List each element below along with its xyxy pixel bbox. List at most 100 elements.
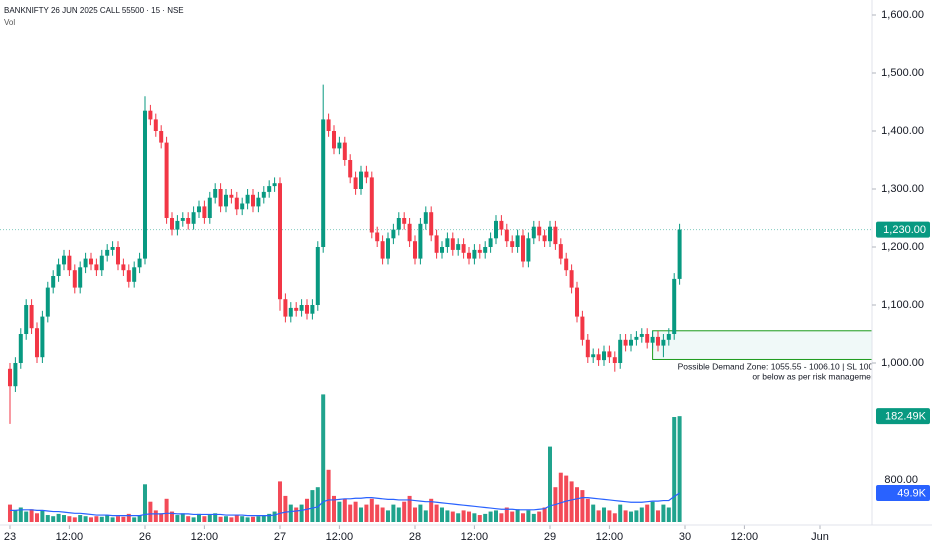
candle-body (24, 305, 29, 335)
candle-body (213, 189, 218, 198)
volume-bar (575, 487, 580, 522)
candle-body (7, 368, 12, 387)
candle-body (110, 247, 115, 250)
candle-body (88, 258, 93, 265)
candle-body (483, 247, 488, 253)
y-tick-label: 1,300.00 (881, 183, 924, 195)
candle-body (456, 244, 461, 250)
volume-ma-label: 49.9K (897, 487, 926, 499)
volume-bar (88, 517, 93, 522)
candle-body (331, 131, 336, 149)
candle-body (439, 247, 444, 253)
candle-body (612, 357, 617, 364)
candle-body (169, 218, 174, 230)
volume-bar (650, 501, 655, 522)
volume-bar (331, 495, 336, 522)
volume-bar (13, 510, 18, 522)
candle-body (175, 220, 180, 230)
volume-bar (191, 517, 196, 522)
candle-body (639, 334, 644, 337)
candle-body (358, 171, 363, 190)
volume-bar (7, 504, 12, 522)
candle-body (477, 249, 482, 253)
y-tick-label: 1,400.00 (881, 125, 924, 137)
volume-bar (596, 510, 601, 522)
volume-bar (434, 504, 439, 522)
volume-bar (83, 516, 88, 522)
candle-body (67, 255, 72, 271)
volume-bar (72, 517, 77, 522)
candle-body (412, 241, 417, 259)
volume-bar (61, 515, 66, 522)
candle-body (661, 339, 666, 346)
x-tick-label: 28 (409, 531, 421, 543)
candle-body (240, 203, 245, 210)
candle-body (283, 299, 288, 317)
candle-body (396, 218, 401, 230)
candle-body (250, 194, 255, 207)
volume-bar (531, 513, 536, 522)
volume-title: Vol (4, 18, 15, 27)
volume-last-label: 182.49K (885, 411, 927, 423)
volume-bar (229, 517, 234, 522)
candle-body (78, 267, 83, 288)
candle-body (623, 339, 628, 346)
volume-bar (245, 517, 250, 522)
volume-bar (353, 501, 358, 522)
volume-bar (105, 515, 110, 522)
volume-bar (348, 504, 353, 522)
volume-bar (369, 498, 374, 522)
candle-body (256, 197, 261, 207)
volume-bar (439, 507, 444, 522)
volume-bar (645, 504, 650, 522)
candle-body (542, 235, 547, 242)
y-axis: 1,000.00 1,100.00 1,200.00 1,300.00 1,400.00… (872, 9, 930, 502)
x-tick-label: 12:00 (56, 531, 84, 543)
volume-bar (412, 507, 417, 522)
y-tick-label: 1,100.00 (881, 299, 924, 311)
candle-body (223, 194, 228, 207)
candle-body (288, 307, 293, 317)
candle-body (234, 197, 239, 210)
volume-bar (499, 513, 504, 522)
candle-body (326, 119, 331, 132)
volume-bar (677, 416, 682, 522)
candle-body (72, 270, 77, 288)
volume-bar (364, 504, 369, 522)
candle-body (520, 235, 525, 262)
volume-bar (40, 510, 45, 522)
candle-body (245, 194, 250, 204)
volume-bar (126, 513, 131, 522)
candle-body (229, 194, 234, 198)
candle-body (218, 189, 223, 207)
volume-bar (402, 501, 407, 522)
y-tick-label: 1,000.00 (881, 357, 924, 369)
volume-bar (591, 504, 596, 522)
candle-body (537, 226, 542, 236)
candle-body (40, 316, 45, 358)
candle-body (466, 252, 471, 259)
candle-body (180, 218, 185, 221)
candle-body (186, 218, 191, 224)
volume-bar (504, 507, 509, 522)
candle-body (132, 267, 137, 282)
volume-bar (288, 504, 293, 522)
candle-body (126, 270, 131, 282)
volume-bar (510, 511, 515, 522)
price-axis-bg (872, 0, 932, 550)
candle-body (575, 287, 580, 317)
candle-body (105, 249, 110, 256)
volume-bar (585, 498, 590, 522)
volume-bar (277, 481, 282, 522)
volume-bar (429, 498, 434, 522)
candle-body (364, 171, 369, 178)
candle-body (391, 229, 396, 239)
candle-body (493, 220, 498, 239)
y-tick-label: 1,200.00 (881, 241, 924, 253)
volume-bar (607, 510, 612, 522)
candle-body (531, 226, 536, 239)
candle-body (618, 339, 623, 364)
chart-title: BANKNIFTY 26 JUN 2025 CALL 55500 · 15 · … (4, 6, 184, 15)
volume-bar (526, 510, 531, 522)
